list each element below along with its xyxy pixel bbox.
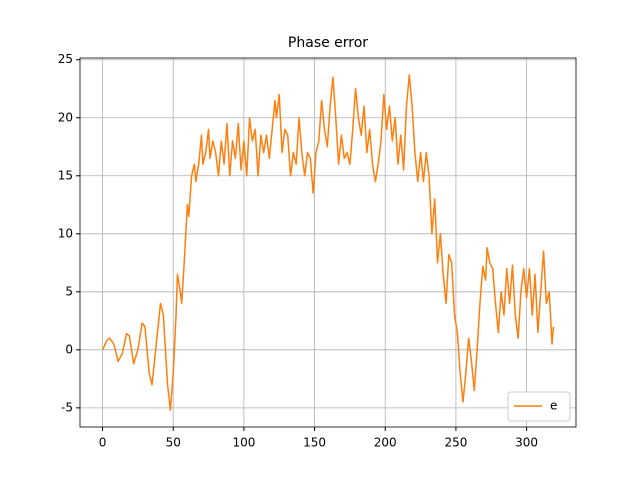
y-tick-label: 10 [58,226,73,240]
x-tick-label: 150 [303,436,326,450]
x-tick-label: 100 [232,436,255,450]
x-tick-label: 200 [374,436,397,450]
chart-title: Phase error [288,35,368,51]
y-tick-label: 5 [65,284,73,298]
x-tick-label: 250 [444,436,467,450]
legend-label: e [550,399,557,413]
y-tick-label: -5 [61,400,73,414]
x-tick-label: 300 [515,436,538,450]
y-tick-label: 0 [65,342,73,356]
data-line [101,74,555,411]
x-tick-label: 0 [99,436,107,450]
y-tick-label: 25 [58,52,73,66]
y-tick-label: 20 [58,110,73,124]
y-tick-label: 15 [58,168,73,182]
axes-frame [79,57,577,428]
x-tick-label: 50 [166,436,181,450]
